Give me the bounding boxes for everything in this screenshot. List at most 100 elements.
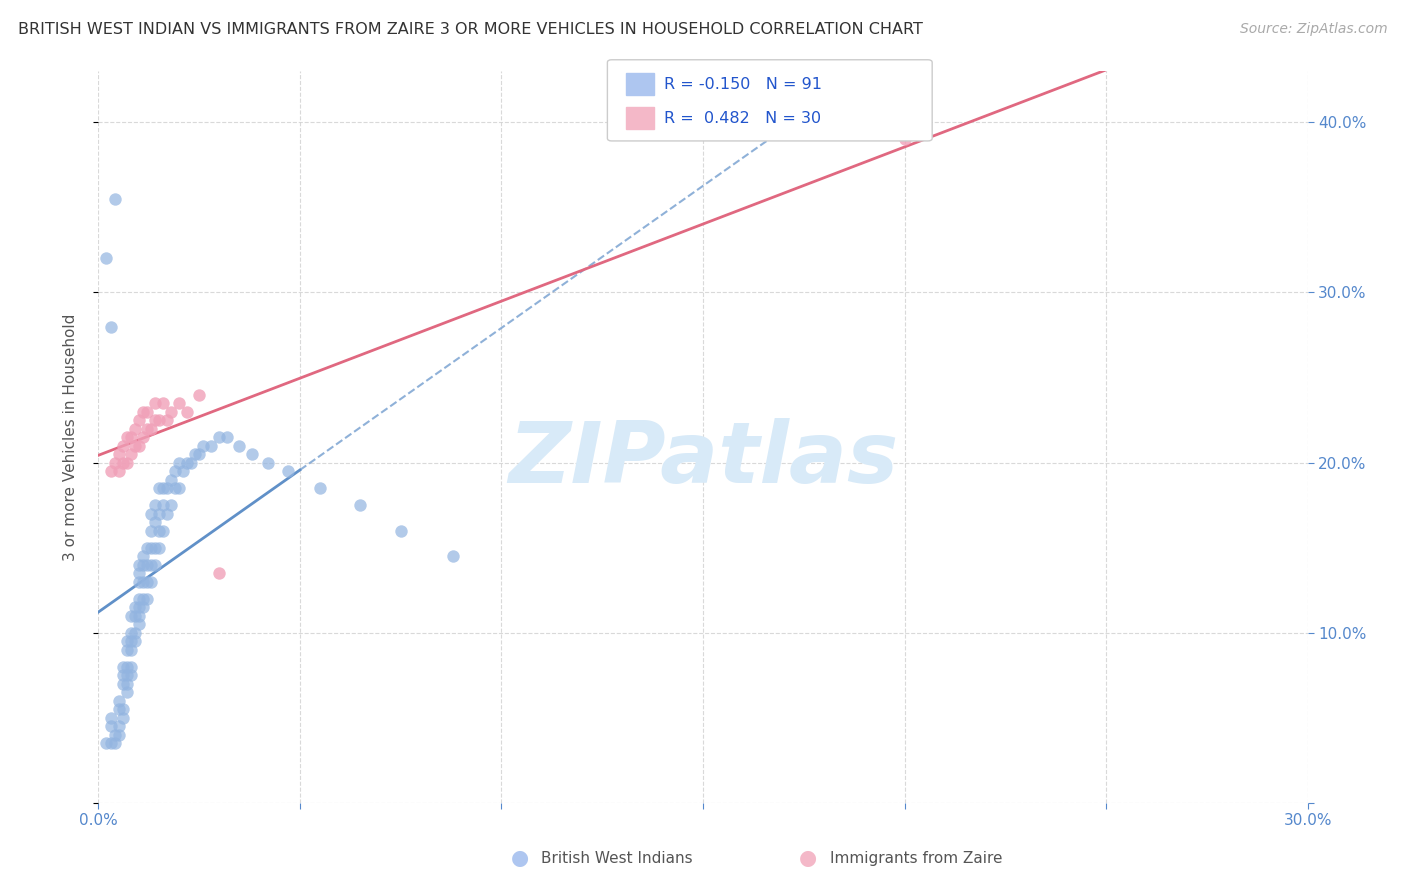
Point <box>143 541 166 555</box>
Point <box>143 558 166 572</box>
Point <box>120 430 142 444</box>
Point <box>139 541 162 555</box>
Point <box>156 481 179 495</box>
Point <box>111 702 134 716</box>
Point <box>132 600 155 615</box>
Point <box>107 702 129 716</box>
Text: R = -0.150   N = 91: R = -0.150 N = 91 <box>664 77 821 92</box>
Point <box>120 634 142 648</box>
Point <box>135 591 157 606</box>
Point <box>115 677 138 691</box>
Point <box>143 413 166 427</box>
Point <box>132 404 155 418</box>
Point <box>124 634 146 648</box>
Point <box>163 481 186 495</box>
Point <box>148 481 170 495</box>
Text: Immigrants from Zaire: Immigrants from Zaire <box>830 851 1002 865</box>
Point <box>128 566 150 581</box>
Point <box>128 439 150 453</box>
Point <box>160 498 183 512</box>
Point <box>148 524 170 538</box>
Point <box>240 447 263 461</box>
Point <box>148 507 170 521</box>
Point <box>256 456 278 470</box>
Point <box>124 625 146 640</box>
Point <box>143 498 166 512</box>
Text: Source: ZipAtlas.com: Source: ZipAtlas.com <box>1240 22 1388 37</box>
Point <box>115 634 138 648</box>
Point <box>115 456 138 470</box>
Point <box>128 608 150 623</box>
Point <box>188 387 211 401</box>
Point <box>111 711 134 725</box>
Point <box>167 456 190 470</box>
Point <box>115 642 138 657</box>
Point <box>115 685 138 699</box>
Point <box>160 404 183 418</box>
Point <box>152 396 174 410</box>
Point <box>103 192 125 206</box>
Point <box>349 498 371 512</box>
Point <box>128 574 150 589</box>
Point <box>172 464 194 478</box>
Point <box>111 677 134 691</box>
Point <box>167 396 190 410</box>
Text: ●: ● <box>512 848 529 868</box>
Point <box>152 498 174 512</box>
Point <box>115 659 138 673</box>
Point <box>135 404 157 418</box>
Text: ●: ● <box>800 848 817 868</box>
Point <box>107 447 129 461</box>
Point <box>128 617 150 632</box>
Point <box>152 524 174 538</box>
Point <box>277 464 299 478</box>
Point <box>107 694 129 708</box>
Point <box>115 430 138 444</box>
Text: British West Indians: British West Indians <box>541 851 693 865</box>
Point <box>128 558 150 572</box>
Point <box>132 591 155 606</box>
Point <box>143 515 166 529</box>
Point <box>143 396 166 410</box>
Point <box>148 541 170 555</box>
Point <box>124 421 146 435</box>
Point <box>156 413 179 427</box>
Point <box>208 566 231 581</box>
Point <box>188 447 211 461</box>
Point <box>100 736 122 750</box>
Text: BRITISH WEST INDIAN VS IMMIGRANTS FROM ZAIRE 3 OR MORE VEHICLES IN HOUSEHOLD COR: BRITISH WEST INDIAN VS IMMIGRANTS FROM Z… <box>18 22 924 37</box>
Point <box>135 541 157 555</box>
Point <box>124 439 146 453</box>
Point <box>111 456 134 470</box>
Point <box>139 574 162 589</box>
Point <box>389 524 412 538</box>
Point <box>132 549 155 563</box>
Point <box>132 558 155 572</box>
Point <box>100 711 122 725</box>
Point <box>200 439 222 453</box>
Point <box>120 447 142 461</box>
Point <box>180 456 202 470</box>
Point <box>132 430 155 444</box>
Point <box>100 719 122 733</box>
Point <box>120 668 142 682</box>
Point <box>148 413 170 427</box>
Point <box>120 642 142 657</box>
Point <box>160 473 183 487</box>
Point <box>103 728 125 742</box>
Point <box>135 574 157 589</box>
Point <box>208 430 231 444</box>
Point <box>156 507 179 521</box>
Point <box>107 728 129 742</box>
Point <box>96 252 118 266</box>
Point <box>139 507 162 521</box>
Point <box>111 439 134 453</box>
Point <box>184 447 207 461</box>
Point <box>135 421 157 435</box>
Point <box>100 319 122 334</box>
Point <box>124 608 146 623</box>
Point <box>135 558 157 572</box>
Point <box>115 668 138 682</box>
Point <box>128 413 150 427</box>
Point <box>893 132 915 146</box>
